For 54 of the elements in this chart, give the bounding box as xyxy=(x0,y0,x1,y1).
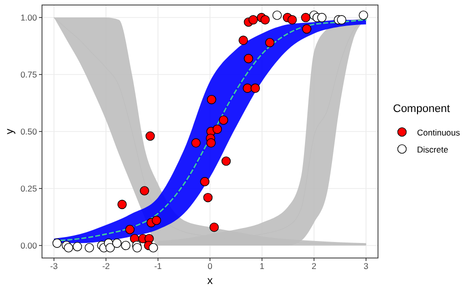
x-tick-label: 3 xyxy=(364,261,369,271)
point xyxy=(317,12,326,22)
point xyxy=(117,200,127,210)
point xyxy=(250,84,260,93)
point xyxy=(212,124,222,134)
point xyxy=(221,156,231,166)
point xyxy=(265,38,274,48)
y-tick-label: 0.25 xyxy=(20,183,38,194)
x-tick-label: 2 xyxy=(312,261,317,271)
point xyxy=(210,222,219,232)
legend-title: Component xyxy=(393,103,450,115)
point xyxy=(358,10,368,20)
point xyxy=(218,115,228,125)
point xyxy=(200,176,210,186)
x-axis-title: x xyxy=(207,275,214,287)
x-tick-label: 0 xyxy=(208,261,213,271)
point xyxy=(260,15,270,24)
point xyxy=(84,243,94,252)
point xyxy=(72,242,82,252)
point xyxy=(121,240,130,250)
point xyxy=(272,10,282,20)
point xyxy=(288,15,297,24)
x-tick-label: -2 xyxy=(102,261,110,271)
point xyxy=(206,94,216,104)
point xyxy=(140,186,150,196)
x-tick-label: -3 xyxy=(50,261,58,271)
point xyxy=(52,238,62,248)
point xyxy=(112,238,122,248)
point xyxy=(146,131,155,141)
x-tick-label: 1 xyxy=(260,261,265,271)
legend-label: Continuous xyxy=(417,128,460,138)
point xyxy=(242,84,252,93)
point xyxy=(148,243,158,252)
point xyxy=(152,216,162,226)
y-tick-label: 0.50 xyxy=(20,126,38,136)
point xyxy=(238,36,248,45)
point xyxy=(248,15,258,24)
point xyxy=(336,15,346,24)
point xyxy=(302,24,312,34)
point xyxy=(203,192,213,202)
y-tick-label: 0.75 xyxy=(20,70,38,80)
point xyxy=(132,243,142,252)
point xyxy=(206,138,216,148)
point xyxy=(105,243,115,252)
x-tick-label: -1 xyxy=(154,261,162,271)
y-tick-label: 1.00 xyxy=(20,12,38,23)
point xyxy=(64,243,74,252)
y-tick-label: 0.00 xyxy=(20,240,38,250)
point xyxy=(191,138,201,148)
point xyxy=(125,224,135,234)
point xyxy=(301,12,310,22)
y-axis-title: y xyxy=(4,128,16,134)
point xyxy=(244,54,254,64)
legend-label: Discrete xyxy=(417,144,448,154)
